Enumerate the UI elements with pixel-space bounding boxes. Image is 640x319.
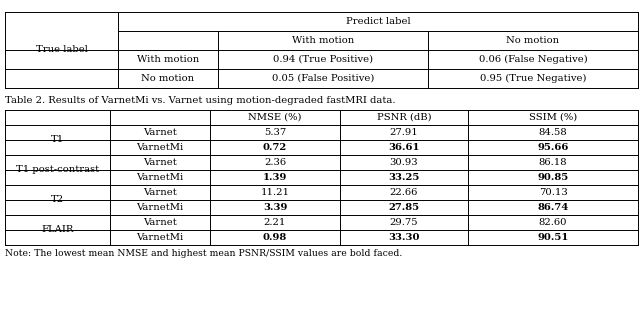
Text: 1.39: 1.39 <box>263 173 287 182</box>
Text: 86.74: 86.74 <box>538 203 568 212</box>
Text: Varnet: Varnet <box>143 218 177 227</box>
Text: 5.37: 5.37 <box>264 128 286 137</box>
Text: 0.05 (False Positive): 0.05 (False Positive) <box>272 74 374 83</box>
Text: Predict label: Predict label <box>346 17 410 26</box>
Text: 0.95 (True Negative): 0.95 (True Negative) <box>480 74 586 83</box>
Text: T2: T2 <box>51 196 64 204</box>
Text: VarnetMi: VarnetMi <box>136 203 184 212</box>
Text: 90.51: 90.51 <box>538 233 569 242</box>
Text: 11.21: 11.21 <box>260 188 289 197</box>
Text: 0.06 (False Negative): 0.06 (False Negative) <box>479 55 588 64</box>
Text: 0.94 (True Positive): 0.94 (True Positive) <box>273 55 373 64</box>
Text: 27.91: 27.91 <box>390 128 419 137</box>
Text: No motion: No motion <box>141 74 195 83</box>
Text: Table 2. Results of VarnetMi vs. Varnet using motion-degraded fastMRI data.: Table 2. Results of VarnetMi vs. Varnet … <box>5 96 396 105</box>
Text: 36.61: 36.61 <box>388 143 420 152</box>
Text: 0.72: 0.72 <box>263 143 287 152</box>
Text: T1 post-contrast: T1 post-contrast <box>16 166 99 174</box>
Text: Varnet: Varnet <box>143 158 177 167</box>
Text: 84.58: 84.58 <box>539 128 568 137</box>
Text: 30.93: 30.93 <box>390 158 419 167</box>
Text: 33.25: 33.25 <box>388 173 420 182</box>
Text: 2.36: 2.36 <box>264 158 286 167</box>
Text: PSNR (dB): PSNR (dB) <box>377 113 431 122</box>
Text: 0.98: 0.98 <box>263 233 287 242</box>
Text: NMSE (%): NMSE (%) <box>248 113 301 122</box>
Text: Varnet: Varnet <box>143 128 177 137</box>
Text: VarnetMi: VarnetMi <box>136 143 184 152</box>
Text: With motion: With motion <box>292 36 354 45</box>
Text: FLAIR: FLAIR <box>42 226 74 234</box>
Text: True label: True label <box>36 46 88 55</box>
Text: No motion: No motion <box>506 36 559 45</box>
Text: With motion: With motion <box>137 55 199 64</box>
Text: 86.18: 86.18 <box>539 158 567 167</box>
Text: 2.21: 2.21 <box>264 218 286 227</box>
Text: 3.39: 3.39 <box>263 203 287 212</box>
Text: 70.13: 70.13 <box>539 188 568 197</box>
Text: 22.66: 22.66 <box>390 188 418 197</box>
Text: VarnetMi: VarnetMi <box>136 233 184 242</box>
Text: 82.60: 82.60 <box>539 218 567 227</box>
Text: 90.85: 90.85 <box>538 173 568 182</box>
Text: SSIM (%): SSIM (%) <box>529 113 577 122</box>
Text: VarnetMi: VarnetMi <box>136 173 184 182</box>
Text: 29.75: 29.75 <box>390 218 419 227</box>
Text: T1: T1 <box>51 136 64 145</box>
Text: 27.85: 27.85 <box>388 203 420 212</box>
Text: 33.30: 33.30 <box>388 233 420 242</box>
Text: Note: The lowest mean NMSE and highest mean PSNR/SSIM values are bold faced.: Note: The lowest mean NMSE and highest m… <box>5 249 403 258</box>
Text: Varnet: Varnet <box>143 188 177 197</box>
Text: 95.66: 95.66 <box>538 143 569 152</box>
